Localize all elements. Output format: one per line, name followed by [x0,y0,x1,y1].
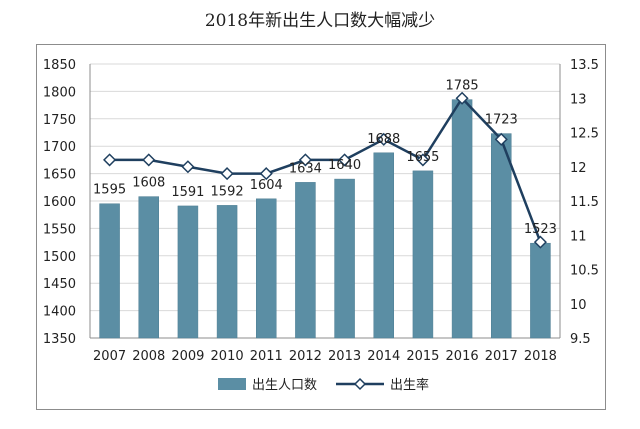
x-tick-label: 2013 [328,349,361,364]
bar [334,178,355,339]
line-point [533,235,547,249]
line-point [103,153,117,167]
bar-data-label: 1634 [289,161,322,176]
x-tick-label: 2007 [93,349,126,364]
x-tick-label: 2014 [367,349,400,364]
x-tick-label: 2017 [485,349,518,364]
line-point [142,153,156,167]
bar [373,152,394,339]
line-point [455,91,469,105]
y-right-tick-label: 12 [570,161,587,176]
x-tick-label: 2018 [524,349,557,364]
y-right-tick-label: 13.5 [570,58,599,73]
bar [99,203,120,339]
y-right-tick-label: 11 [570,229,587,244]
bar-data-label: 1785 [446,79,479,94]
y-right-tick-label: 11.5 [570,195,599,210]
line-point [259,167,273,181]
y-left-tick-label: 1500 [43,250,76,265]
bar [216,205,238,339]
bar [295,182,316,339]
bar [530,242,551,339]
bar [451,99,473,339]
bar-data-label: 1688 [367,132,400,147]
x-tick-label: 2008 [132,349,165,364]
bar-data-label: 1592 [211,184,244,199]
x-tick-label: 2010 [211,349,244,364]
chart-title: 2018年新出生人口数大幅减少 [204,11,436,31]
y-left-tick-label: 1800 [43,85,76,100]
bar-data-label: 1655 [406,150,439,165]
y-left-tick-label: 1350 [43,332,76,347]
y-right-tick-label: 13 [570,92,587,107]
x-tick-label: 2011 [250,349,283,364]
line-series [109,96,542,243]
x-tick-label: 2016 [446,349,479,364]
bar-data-label: 1608 [132,176,165,191]
bar-data-label: 1640 [328,158,361,173]
legend-label-bar: 出生人口数 [252,378,317,393]
line-point [338,153,352,167]
y-left-tick-label: 1700 [43,140,76,155]
line-point [181,160,195,174]
legend-label-line: 出生率 [390,377,429,393]
y-right-tick-label: 12.5 [570,127,599,142]
line-point [220,167,234,181]
legend-swatch-bar [218,378,246,390]
bar-data-label: 1604 [250,178,283,193]
y-left-tick-label: 1850 [43,58,76,73]
line-point [298,153,312,167]
line-point [494,132,508,146]
bar [256,198,277,339]
y-left-tick-label: 1450 [43,277,76,292]
y-right-tick-label: 9.5 [570,332,591,347]
line-point [416,153,430,167]
bar [412,170,434,339]
bar [491,133,512,339]
y-right-tick-label: 10.5 [570,264,599,279]
y-left-tick-label: 1650 [43,168,76,183]
bar-data-label: 1595 [93,183,126,198]
x-tick-label: 2009 [171,349,204,364]
y-left-tick-label: 1600 [43,195,76,210]
x-tick-label: 2012 [289,349,322,364]
y-left-tick-label: 1750 [43,113,76,128]
bar [138,196,159,339]
bar-data-label: 1523 [524,222,557,237]
line-point [377,132,391,146]
bar-data-label: 1591 [171,185,204,200]
x-tick-label: 2015 [406,349,439,364]
bar-data-label: 1723 [485,113,518,128]
y-right-tick-label: 10 [570,298,587,313]
legend-marker-line [353,377,367,391]
bar [177,205,199,339]
y-left-tick-label: 1550 [43,222,76,237]
y-left-tick-label: 1400 [43,305,76,320]
